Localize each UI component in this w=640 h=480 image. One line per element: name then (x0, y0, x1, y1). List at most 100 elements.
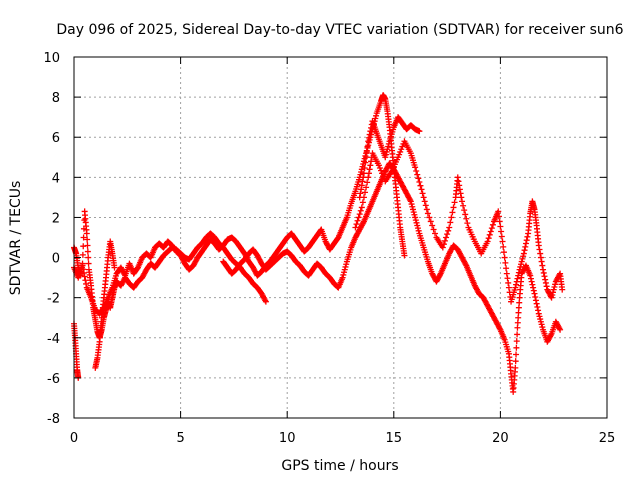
data-point (358, 204, 365, 211)
data-point (456, 186, 463, 193)
data-point (513, 281, 520, 288)
data-point (498, 233, 505, 240)
data-point (460, 202, 467, 209)
data-point (422, 202, 429, 209)
data-point (497, 223, 504, 230)
data-point (357, 207, 364, 214)
data-markers (71, 92, 566, 395)
y-tick-label: -6 (47, 372, 60, 387)
x-tick-label: 15 (386, 431, 403, 446)
data-point (495, 208, 502, 215)
data-point (416, 179, 423, 186)
data-point (362, 159, 369, 166)
data-point (441, 237, 448, 244)
data-point (524, 233, 531, 240)
data-point (262, 298, 269, 305)
data-point (412, 217, 419, 224)
data-point (380, 172, 387, 179)
data-point (83, 280, 90, 287)
data-point (530, 284, 537, 291)
data-point (537, 316, 544, 323)
data-point (363, 154, 370, 161)
data-point (358, 182, 365, 189)
data-point (512, 364, 519, 371)
data-point (359, 178, 366, 185)
x-axis-label: GPS time / hours (281, 458, 398, 474)
data-point (496, 325, 503, 332)
data-point (514, 331, 521, 338)
data-point (532, 297, 539, 304)
data-point (542, 276, 549, 283)
data-point (534, 304, 541, 311)
data-point (376, 164, 383, 171)
data-point (415, 175, 422, 182)
data-point (357, 171, 364, 178)
data-point (447, 219, 454, 226)
data-point (80, 234, 87, 241)
data-point (373, 112, 380, 119)
data-point (527, 275, 534, 282)
data-point (547, 332, 554, 339)
data-point (412, 214, 419, 221)
y-tick-label: 0 (52, 252, 60, 267)
x-tick-label: 0 (70, 431, 78, 446)
data-point (496, 218, 503, 225)
data-point (412, 164, 419, 171)
data-point (449, 209, 456, 216)
data-point (514, 324, 521, 331)
data-point (539, 324, 546, 331)
data-point (419, 190, 426, 197)
data-point (436, 271, 443, 278)
data-point (82, 277, 89, 284)
data-point (443, 234, 450, 241)
data-point (385, 140, 392, 147)
data-point (515, 314, 522, 321)
data-point (364, 179, 371, 186)
data-point (382, 154, 389, 161)
data-point (498, 228, 505, 235)
x-axis-ticks: 0 5 10 15 20 25 (70, 57, 615, 446)
x-tick-label: 5 (176, 431, 184, 446)
data-point (382, 151, 389, 158)
data-point (454, 174, 461, 181)
data-point (464, 220, 471, 227)
data-point (461, 207, 468, 214)
data-point (500, 243, 507, 250)
data-point (503, 270, 510, 277)
data-point (411, 211, 418, 218)
data-point (535, 310, 542, 317)
data-point (426, 214, 433, 221)
data-point (512, 358, 519, 365)
data-point (341, 266, 348, 273)
data-point (408, 201, 415, 208)
data-point (364, 143, 371, 150)
y-tick-label: 4 (52, 171, 60, 186)
data-point (366, 166, 373, 173)
y-tick-label: 6 (52, 131, 60, 146)
data-point (489, 221, 496, 228)
data-point (396, 151, 403, 158)
data-point (451, 199, 458, 206)
data-point (415, 227, 422, 234)
data-point (414, 222, 421, 229)
grid-lines (74, 57, 607, 418)
y-tick-label: -4 (47, 332, 60, 347)
data-point (365, 170, 372, 177)
data-point (505, 284, 512, 291)
data-point (111, 264, 118, 271)
data-point (456, 182, 463, 189)
data-point (537, 254, 544, 261)
data-point (551, 283, 558, 290)
data-point (398, 146, 405, 153)
data-point (514, 319, 521, 326)
data-point (522, 243, 529, 250)
data-point (339, 274, 346, 281)
data-point (537, 250, 544, 257)
x-tick-label: 20 (492, 431, 509, 446)
data-point (501, 254, 508, 261)
data-point (462, 261, 469, 268)
data-point (537, 318, 544, 325)
data-point (445, 227, 452, 234)
data-point (372, 115, 379, 122)
